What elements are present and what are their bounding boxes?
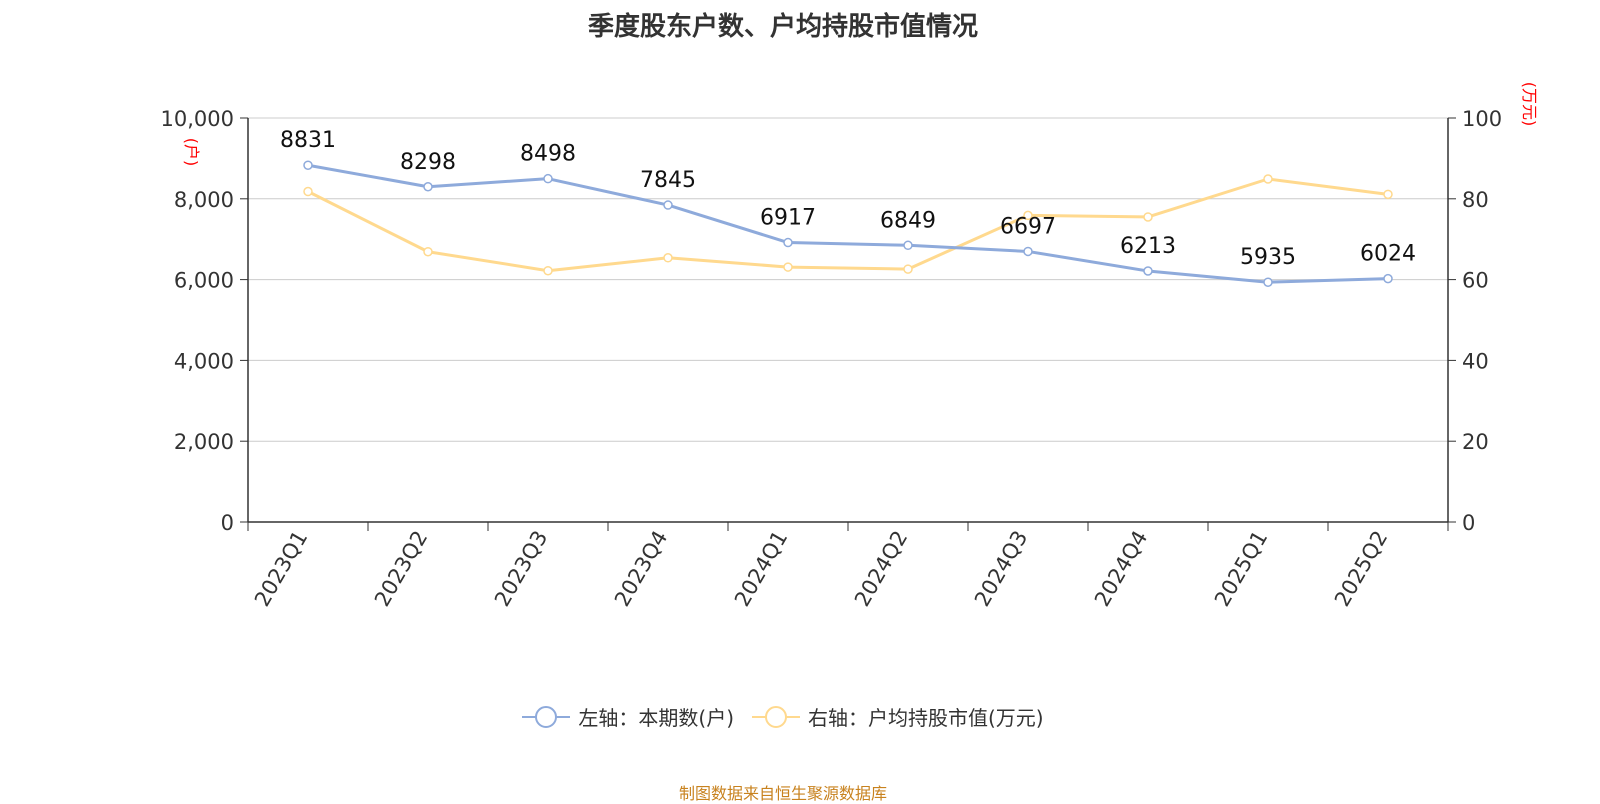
source-note: 制图数据来自恒生聚源数据库: [678, 784, 887, 803]
x-axis-tick-label: 2025Q2: [1330, 527, 1392, 611]
right-series-point: [1263, 174, 1273, 184]
left-axis-tick-label: 0: [221, 511, 234, 535]
data-label: 8831: [280, 128, 336, 153]
data-label: 7845: [640, 168, 696, 193]
legend-marker-yellow-icon: [752, 705, 800, 728]
series-lines: [303, 160, 1393, 287]
x-axis-tick-label: 2024Q1: [730, 527, 792, 611]
left-series-point: [1383, 273, 1393, 284]
right-series-point: [303, 186, 313, 197]
x-axis-tick-label: 2023Q3: [490, 527, 552, 611]
right-axis-tick-label: 80: [1462, 188, 1489, 212]
legend-label-right-series: 右轴：户均持股市值(万元): [808, 706, 1044, 730]
x-axis-tick-label: 2024Q4: [1090, 527, 1152, 611]
data-label: 6917: [760, 206, 816, 231]
right-series-point: [543, 265, 553, 276]
left-series-point: [663, 200, 673, 210]
right-series-point: [1023, 210, 1033, 221]
data-label: 5935: [1240, 245, 1296, 270]
left-series-line: [307, 163, 1389, 284]
left-axis-tick-label: 2,000: [174, 430, 234, 454]
x-axis-tick-label: 2024Q3: [970, 527, 1032, 611]
data-labels: 8831 8298 8498 7845 6917 6849 6697 6213 5935 6024: [280, 128, 1416, 270]
right-axis-tick-label: 60: [1462, 269, 1489, 293]
left-series-point: [423, 182, 433, 192]
axes: 0 2,000 4,000 6,000 8,000 10,000 0 20 40 60 80 100 2…: [161, 82, 1539, 611]
right-series-point: [1383, 189, 1393, 200]
right-series-line: [307, 177, 1389, 273]
left-series-point: [303, 160, 313, 170]
right-series-point: [1143, 212, 1153, 222]
right-series-point: [423, 246, 433, 257]
data-label: 6024: [1360, 242, 1416, 267]
right-series-point: [903, 264, 913, 274]
legend: 左轴：本期数(户) 右轴：户均持股市值(万元): [0, 702, 1566, 731]
right-series-point: [663, 253, 673, 263]
left-series-point: [783, 237, 793, 248]
left-series-point: [1143, 266, 1153, 276]
left-series-point: [543, 173, 553, 184]
left-axis-tick-label: 10,000: [161, 107, 234, 131]
x-axis-tick-label: 2025Q1: [1210, 527, 1272, 611]
legend-label-left-series: 左轴：本期数(户): [578, 706, 734, 730]
left-axis-tick-label: 8,000: [174, 188, 234, 212]
right-axis-tick-label: 0: [1462, 511, 1475, 535]
data-label: 8298: [400, 150, 456, 175]
left-axis-tick-label: 4,000: [174, 349, 234, 373]
left-series-point: [1263, 277, 1273, 287]
x-axis-tick-label: 2023Q4: [610, 527, 672, 611]
right-axis-tick-label: 100: [1462, 107, 1502, 131]
data-label: 6849: [880, 208, 936, 233]
right-axis-tick-label: 40: [1462, 349, 1489, 373]
data-label: 8498: [520, 142, 576, 167]
left-axis-unit-label: (户): [182, 138, 201, 167]
x-axis-tick-label: 2023Q2: [370, 527, 432, 611]
chart-title: 季度股东户数、户均持股市值情况: [587, 12, 978, 42]
left-series-point: [1023, 246, 1033, 257]
left-series-point: [903, 240, 913, 251]
data-label: 6697: [1000, 214, 1056, 239]
left-axis-tick-label: 6,000: [174, 269, 234, 293]
legend-item-right-series[interactable]: 右轴：户均持股市值(万元): [752, 702, 1044, 731]
right-series-point: [783, 262, 793, 272]
right-axis-tick-label: 20: [1462, 430, 1489, 454]
x-axis-tick-label: 2024Q2: [850, 527, 912, 611]
right-axis-unit-label: (万元): [1520, 82, 1539, 127]
data-label: 6213: [1120, 234, 1176, 259]
legend-marker-blue-icon: [522, 705, 571, 728]
legend-item-left-series[interactable]: 左轴：本期数(户): [522, 702, 734, 731]
x-axis-tick-label: 2023Q1: [250, 527, 312, 611]
